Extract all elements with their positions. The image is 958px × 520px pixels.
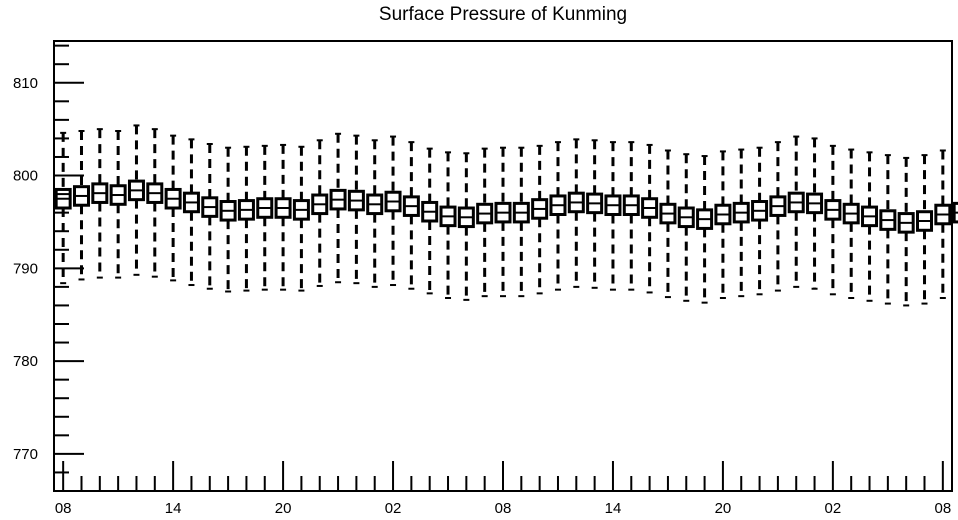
y-tick-label: 790	[13, 260, 38, 277]
x-tick-label: 02	[825, 500, 842, 517]
box-group	[751, 146, 769, 296]
x-tick-label: 14	[165, 500, 182, 517]
boxes-layer	[54, 124, 958, 307]
x-tick-label: 14	[605, 500, 622, 517]
box-group	[237, 145, 255, 292]
y-tick-label: 810	[13, 75, 38, 92]
box-group	[934, 149, 952, 300]
box-group	[677, 153, 695, 302]
box-group	[586, 139, 604, 289]
box-group	[714, 150, 732, 300]
box-group	[127, 124, 145, 276]
x-tick-label: 08	[934, 500, 951, 517]
box-group	[769, 141, 787, 292]
x-tick-label: 02	[385, 500, 402, 517]
x-tick-label: 20	[715, 500, 732, 517]
box-group	[567, 138, 585, 288]
box-group	[91, 128, 109, 279]
box-group	[164, 134, 182, 282]
x-tick-label: 08	[55, 500, 72, 517]
box-group	[311, 139, 329, 287]
box-group	[72, 130, 90, 281]
box-group	[549, 141, 567, 291]
box-group	[842, 148, 860, 300]
chart-title: Surface Pressure of Kunming	[378, 4, 628, 25]
box-group	[604, 141, 622, 291]
box-group	[476, 147, 494, 298]
box-group	[402, 141, 420, 290]
box-group	[54, 131, 72, 285]
box-group	[109, 130, 127, 279]
box-group	[916, 154, 934, 305]
box-group	[806, 137, 824, 290]
x-tick-label: 08	[495, 500, 512, 517]
plot-frame	[53, 40, 953, 492]
box-group	[512, 146, 530, 298]
box-group	[732, 148, 750, 298]
box-group	[861, 151, 879, 302]
box-group	[329, 132, 347, 284]
box-group	[622, 141, 640, 291]
box-group	[421, 147, 439, 295]
box-group	[531, 144, 549, 295]
y-tick-label: 780	[13, 353, 38, 370]
box-group	[256, 144, 274, 291]
box-group	[824, 144, 842, 296]
y-tick-label: 800	[13, 168, 38, 185]
box-group	[696, 155, 714, 304]
box-group	[182, 138, 200, 287]
box-group	[366, 139, 384, 288]
box-group	[659, 149, 677, 299]
box-group	[201, 142, 219, 290]
box-group	[439, 151, 457, 300]
y-tick-label: 770	[13, 446, 38, 463]
box-group	[457, 152, 475, 301]
box-group	[787, 135, 805, 288]
box-group	[897, 156, 915, 307]
box-group	[494, 146, 512, 298]
box-group	[219, 146, 237, 293]
x-tick-label: 20	[275, 500, 292, 517]
box-group	[274, 143, 292, 291]
axes-layer: 770 780 790 800 810 08 14 20 02 08 14 20 02 08	[13, 44, 951, 517]
box-group	[292, 145, 310, 292]
box-group	[641, 143, 659, 294]
box-group	[146, 128, 164, 278]
box-group	[879, 154, 897, 305]
box-group	[952, 201, 958, 224]
box-group	[347, 134, 365, 285]
box-group	[384, 135, 402, 287]
